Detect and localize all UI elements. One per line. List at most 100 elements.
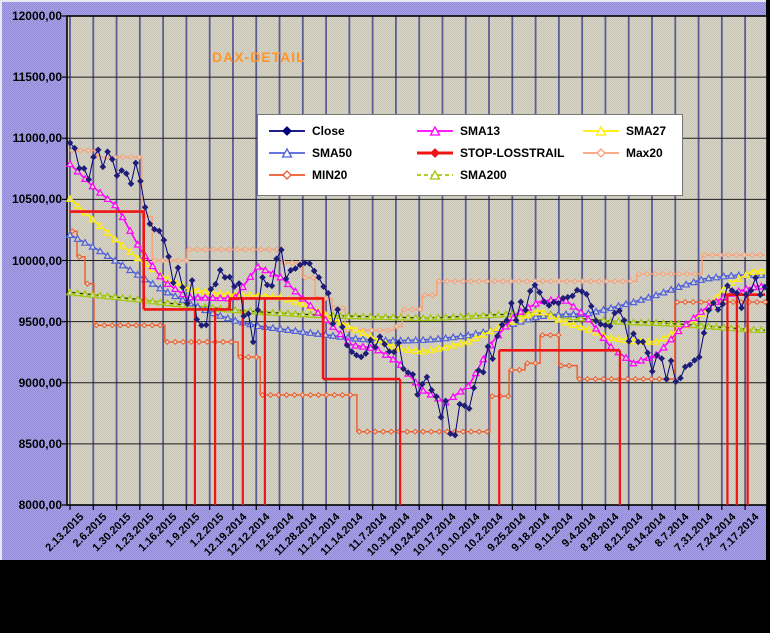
marker — [137, 177, 144, 185]
marker — [531, 312, 541, 321]
marker — [659, 318, 668, 327]
marker — [283, 309, 293, 317]
marker — [591, 324, 601, 332]
marker — [667, 357, 675, 365]
marker — [125, 226, 135, 234]
marker — [411, 346, 420, 354]
marker — [417, 306, 424, 313]
marker — [656, 375, 663, 383]
marker — [489, 393, 496, 400]
marker — [515, 278, 523, 285]
marker — [695, 353, 703, 361]
marker — [234, 246, 241, 253]
marker — [433, 344, 443, 352]
marker — [599, 316, 608, 324]
marker — [456, 312, 465, 320]
marker — [624, 375, 631, 383]
marker — [282, 275, 290, 283]
marker — [159, 257, 166, 264]
marker — [742, 284, 751, 293]
marker — [666, 285, 676, 293]
marker — [522, 306, 529, 314]
marker — [376, 333, 384, 340]
marker — [449, 332, 458, 341]
marker — [307, 391, 314, 399]
marker — [267, 391, 274, 399]
marker — [475, 278, 483, 285]
marker — [524, 315, 533, 323]
marker — [249, 338, 257, 346]
marker — [133, 322, 140, 329]
marker — [691, 270, 699, 278]
marker — [323, 391, 330, 399]
marker — [219, 338, 227, 346]
marker — [507, 278, 515, 285]
marker — [499, 278, 507, 285]
marker — [298, 309, 308, 318]
marker — [442, 397, 449, 405]
marker — [449, 392, 458, 400]
marker — [704, 322, 713, 330]
marker — [742, 270, 751, 278]
marker — [578, 288, 586, 295]
marker — [348, 348, 356, 356]
marker — [659, 288, 668, 296]
marker — [179, 283, 187, 291]
marker — [691, 356, 698, 364]
marker — [714, 306, 722, 313]
marker — [133, 270, 142, 278]
marker — [689, 277, 698, 286]
marker — [545, 302, 553, 309]
marker — [339, 323, 346, 331]
marker — [566, 362, 573, 369]
marker — [127, 154, 135, 161]
marker — [701, 251, 708, 259]
marker — [227, 338, 235, 346]
marker — [85, 176, 93, 183]
marker — [109, 322, 116, 329]
marker — [734, 274, 743, 282]
marker — [204, 338, 211, 346]
chart-window: DAX-DETAIL 12000,00 11500,00 11000,00 10500… — [0, 0, 768, 560]
legend-item-sma27: SMA27 — [582, 122, 686, 139]
marker — [464, 381, 473, 390]
marker — [110, 256, 120, 264]
marker — [283, 391, 290, 399]
marker — [71, 144, 79, 152]
marker — [611, 278, 618, 285]
marker — [178, 295, 187, 303]
marker — [524, 311, 533, 319]
marker — [261, 265, 270, 274]
marker — [119, 154, 127, 161]
marker — [725, 251, 732, 259]
marker — [343, 321, 353, 330]
marker — [306, 301, 315, 309]
marker — [561, 310, 571, 318]
marker — [576, 308, 586, 316]
marker — [564, 293, 572, 301]
marker — [675, 270, 683, 278]
marker — [268, 282, 276, 290]
marker — [479, 368, 487, 376]
marker — [741, 251, 748, 259]
marker — [95, 246, 105, 255]
marker — [88, 242, 97, 250]
marker — [479, 354, 488, 363]
marker — [418, 380, 426, 388]
marker — [494, 332, 501, 340]
marker — [226, 273, 233, 281]
marker — [441, 343, 450, 351]
marker — [404, 369, 412, 376]
marker — [629, 358, 638, 367]
marker — [151, 257, 158, 264]
marker — [104, 148, 111, 156]
marker — [639, 338, 647, 346]
marker — [503, 317, 511, 324]
marker — [186, 246, 193, 253]
marker — [651, 318, 661, 326]
marker — [276, 272, 285, 281]
marker — [210, 246, 217, 253]
close-marker-icon — [269, 125, 305, 136]
marker — [652, 270, 659, 278]
marker — [584, 314, 593, 323]
